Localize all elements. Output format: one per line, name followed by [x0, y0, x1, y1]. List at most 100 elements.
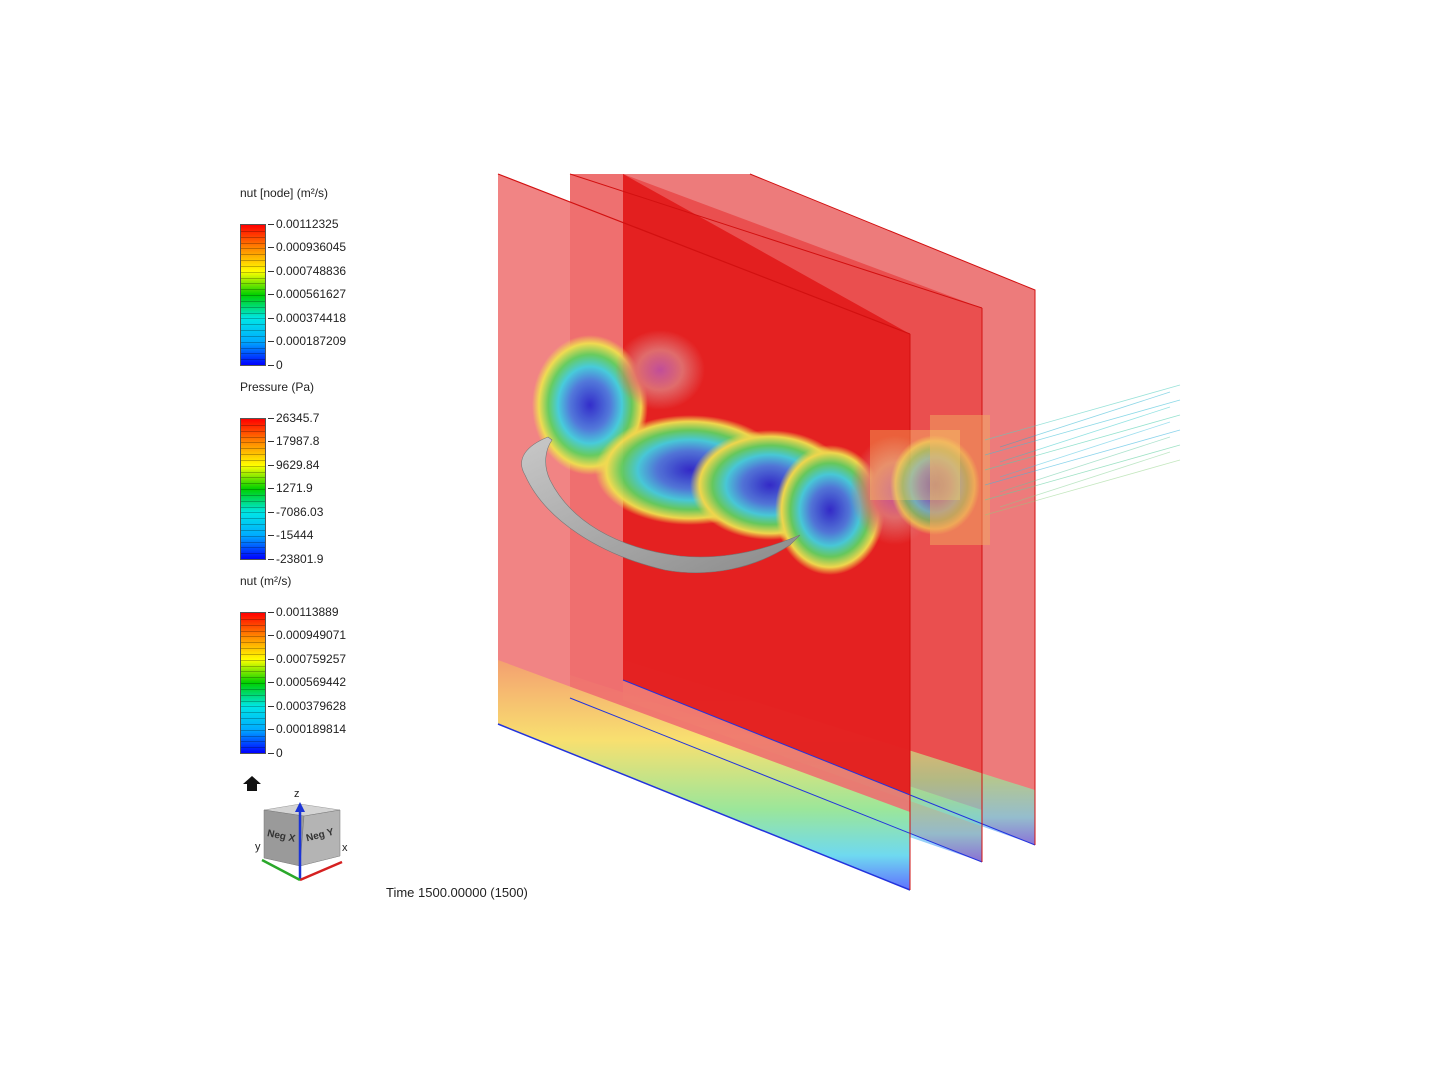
- colorbar-band-line: [241, 659, 265, 661]
- legend-tick: [268, 441, 274, 442]
- colorbar-band-line: [241, 295, 265, 296]
- colorbar-band-line: [241, 277, 265, 279]
- colorbar-band-line: [241, 712, 265, 714]
- legend-label: 0.00113889: [276, 605, 339, 619]
- colorbar-band-line: [241, 335, 265, 337]
- legend-tick: [268, 341, 274, 342]
- legend-label: 0: [276, 358, 283, 372]
- colorbar-band-line: [241, 648, 265, 649]
- vortex-field: [532, 330, 990, 575]
- colorbar-band-line: [241, 260, 265, 261]
- colorbar-band-line: [241, 448, 265, 450]
- legend-label: 0.000374418: [276, 311, 347, 325]
- colorbar-band-line: [241, 236, 265, 238]
- legend-label: -15444: [276, 528, 314, 542]
- colorbar-band-line: [241, 254, 265, 256]
- legend-label: 0.000748836: [276, 264, 347, 278]
- colorbar-band-line: [241, 265, 265, 267]
- colorbar-band-line: [241, 442, 265, 444]
- legend-label: 0.000569442: [276, 675, 347, 689]
- axis-label-x: x: [342, 842, 348, 854]
- legend-tick: [268, 224, 274, 225]
- legend-label: -7086.03: [276, 505, 324, 519]
- colorbar-band-line: [241, 489, 265, 490]
- colorbar-band-line: [241, 318, 265, 320]
- view-cube-icon[interactable]: z y x Neg X Neg Y: [250, 786, 360, 886]
- colorbar-band-line: [241, 454, 265, 455]
- legend-tick: [268, 465, 274, 466]
- colorbar-band-line: [241, 248, 265, 250]
- colorbar-band-line: [241, 424, 265, 426]
- legend-label: 0.00112325: [276, 217, 339, 231]
- colorbar-band-line: [241, 741, 265, 743]
- colorbar-band-line: [241, 747, 265, 749]
- colorbar-band-line: [241, 506, 265, 508]
- colorbar-band-line: [241, 677, 265, 679]
- colorbar-band-line: [241, 512, 265, 514]
- legend-colorbar: [240, 418, 266, 560]
- colorbar-band-line: [241, 535, 265, 537]
- legend-tick: [268, 418, 274, 419]
- velocity-glyphs: [984, 384, 1181, 516]
- legend-colorbar: [240, 612, 266, 754]
- legend-title: nut (m²/s): [240, 574, 292, 588]
- legend-tick: [268, 535, 274, 536]
- colorbar-band-line: [241, 700, 265, 702]
- legend-tick: [268, 318, 274, 319]
- colorbar-band-line: [241, 359, 265, 361]
- legend-label: -23801.9: [276, 552, 324, 566]
- colorbar-band-line: [241, 283, 265, 285]
- legend-tick: [268, 612, 274, 613]
- colorbar-band-line: [241, 230, 265, 232]
- colorbar-band-line: [241, 718, 265, 719]
- legend-label: 9629.84: [276, 458, 320, 472]
- axis-label-z: z: [294, 788, 300, 800]
- legend-label: 17987.8: [276, 434, 320, 448]
- legend-tick: [268, 659, 274, 660]
- colorbar-band-line: [241, 330, 265, 331]
- colorbar-band-line: [241, 306, 265, 308]
- legend-label: 0.000187209: [276, 334, 347, 348]
- colorbar-band-line: [241, 524, 265, 525]
- legend-tick: [268, 247, 274, 248]
- time-label: Time 1500.00000 (1500): [386, 885, 528, 900]
- colorbar-band-line: [241, 459, 265, 461]
- colorbar-band-line: [241, 694, 265, 696]
- colorbar-band-line: [241, 500, 265, 502]
- legend-tick: [268, 706, 274, 707]
- colorbar-band-line: [241, 430, 265, 432]
- colorbar-band-line: [241, 665, 265, 667]
- colorbar-band-line: [241, 529, 265, 531]
- legend-tick: [268, 635, 274, 636]
- axis-label-y: y: [255, 841, 261, 853]
- legend-tick: [268, 365, 274, 366]
- colorbar-band-line: [241, 688, 265, 690]
- legend-label: 26345.7: [276, 411, 320, 425]
- colorbar-band-line: [241, 494, 265, 496]
- legend-tick: [268, 294, 274, 295]
- colorbar-band-line: [241, 436, 265, 438]
- legend-tick: [268, 271, 274, 272]
- sail-geometry: [521, 436, 801, 574]
- legend-label: 0.000936045: [276, 240, 347, 254]
- colorbar-band-line: [241, 518, 265, 520]
- legend-label: 0.000189814: [276, 722, 347, 736]
- legend-tick: [268, 559, 274, 560]
- colorbar-band-line: [241, 289, 265, 291]
- colorbar-band-line: [241, 653, 265, 655]
- legend-label: 0.000759257: [276, 652, 347, 666]
- colorbar-band-line: [241, 341, 265, 343]
- colorbar-band-line: [241, 706, 265, 708]
- colorbar-band-line: [241, 465, 265, 467]
- colorbar-band-line: [241, 477, 265, 479]
- legend-label: 0.000949071: [276, 628, 347, 642]
- colorbar-band-line: [241, 671, 265, 673]
- colorbar-band-line: [241, 729, 265, 731]
- colorbar-band-line: [241, 642, 265, 644]
- colorbar-band-line: [241, 683, 265, 684]
- legend-tick: [268, 729, 274, 730]
- home-icon[interactable]: [242, 774, 262, 794]
- colorbar-band-line: [241, 483, 265, 485]
